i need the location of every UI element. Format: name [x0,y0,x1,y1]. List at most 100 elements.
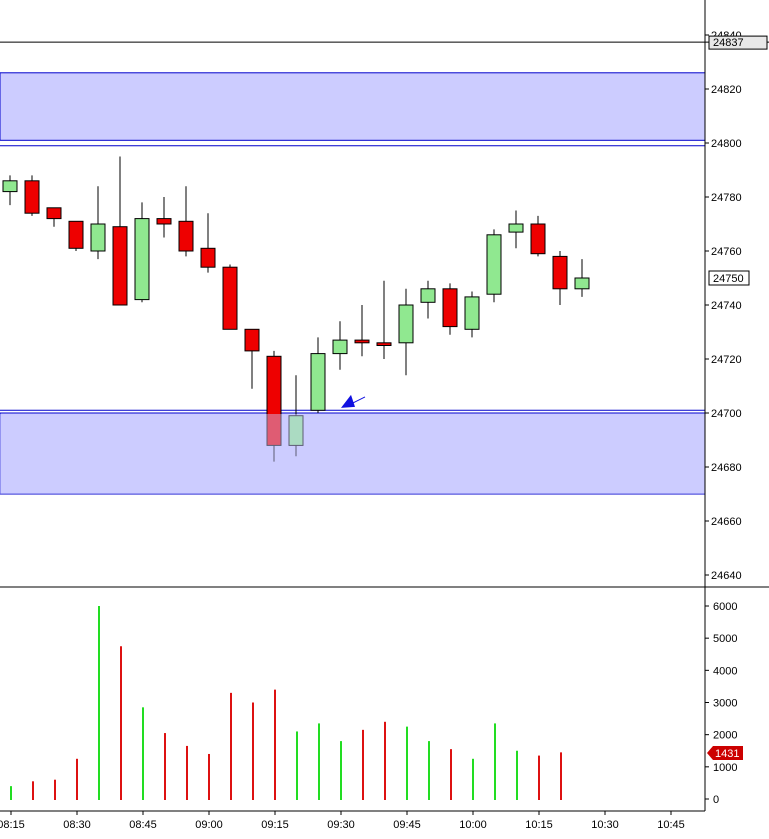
candle [200,213,216,273]
volume-tick-label: 5000 [713,633,737,645]
time-tick-label: 08:45 [129,819,157,831]
candle-body [112,226,128,306]
last-volume-label: 1431 [715,748,739,760]
candle-body [288,415,304,446]
volume-tick-label: 3000 [713,698,737,710]
price-tick-label: 24820 [711,84,742,96]
candle [552,251,568,305]
zone-rect [0,72,706,141]
price-tick-label: 24680 [711,462,742,474]
price-tick-label: 24640 [711,570,742,582]
time-tick-label: 10:45 [657,819,685,831]
candle-body [222,266,238,330]
candle [90,186,106,260]
candle-body [420,288,436,303]
candle [332,321,348,370]
price-axis: 24640 24660 24680 24700 24720 24740 24760 24780… [705,30,768,582]
candle [376,280,392,359]
price-tick-label: 24660 [711,516,742,528]
time-tick-label: 10:30 [591,819,619,831]
candle [420,280,436,319]
candle-body [530,223,546,255]
candle [574,259,590,297]
candle [530,215,546,257]
candle [310,337,326,413]
time-tick-label: 09:45 [393,819,421,831]
volume-axis: 0 1000 2000 3000 4000 5000 6000 1431 [705,601,743,806]
candle-body [464,296,480,330]
volume-tick-label: 0 [713,794,719,806]
candle-body [310,353,326,411]
candle [46,207,62,227]
candle [464,291,480,338]
time-tick-label: 10:00 [459,819,487,831]
volume-tick-label: 1000 [713,762,737,774]
time-tick-label: 08:15 [0,819,25,831]
price-tick-label: 24800 [711,138,742,150]
time-tick-label: 09:15 [261,819,289,831]
candles-layer [0,156,705,494]
candle-body [354,339,370,344]
price-tick-label: 24760 [711,246,742,258]
reference-tag-box [708,35,768,50]
candle-body [24,180,40,214]
candle-body [442,288,458,328]
candle-body [574,277,590,290]
volume-layer [10,606,562,800]
zones-layer [0,41,769,495]
arrow-marker [341,394,366,408]
candle [244,328,260,389]
candle-body [134,218,150,301]
candle [156,197,172,238]
candle-body [508,223,524,233]
candle-body [46,207,62,220]
last-price-label: 24750 [713,273,744,285]
candle [134,202,150,303]
price-tick-label: 24780 [711,192,742,204]
candle-body [552,255,568,290]
candle [178,186,194,257]
candle [222,264,238,330]
last-price-box [708,270,750,286]
last-price-tag: 24750 [708,270,750,286]
price-tick-label: 24740 [711,300,742,312]
reference-tag-label: 24837 [713,37,744,49]
candle-body [2,180,18,193]
candle [24,175,40,216]
candle [2,175,18,206]
volume-tick-label: 2000 [713,730,737,742]
overlay-layer [341,394,366,408]
volume-tick-label: 6000 [713,601,737,613]
candle [354,305,370,357]
candle-body [156,218,172,225]
candle-body [90,223,106,252]
candle-body [200,247,216,268]
zone-overlay [0,414,705,494]
time-tick-label: 10:15 [525,819,553,831]
time-tick-label: 09:30 [327,819,355,831]
time-axis: 08:15 08:30 08:45 09:00 09:15 09:30 09:45 10:00… [0,811,685,831]
candle [442,283,458,335]
candle [68,220,84,251]
time-tick-label: 09:00 [195,819,223,831]
candle-body [178,220,194,252]
candle [486,229,502,303]
candle-body [68,220,84,249]
reference-price-tag: 24837 [708,35,768,50]
arrow-head [341,394,355,408]
candle [398,288,414,376]
price-tick-label: 24700 [711,408,742,420]
last-volume-box [707,745,743,760]
candle-body [376,342,392,346]
candle [288,375,304,457]
candle-body [486,234,502,295]
candle-body [332,339,348,355]
time-tick-label: 08:30 [63,819,91,831]
candle [508,210,524,249]
candle-body [398,304,414,344]
candle [266,350,282,462]
candle-body [266,355,282,446]
candle-body [244,328,260,352]
volume-tick-label: 4000 [713,665,737,677]
